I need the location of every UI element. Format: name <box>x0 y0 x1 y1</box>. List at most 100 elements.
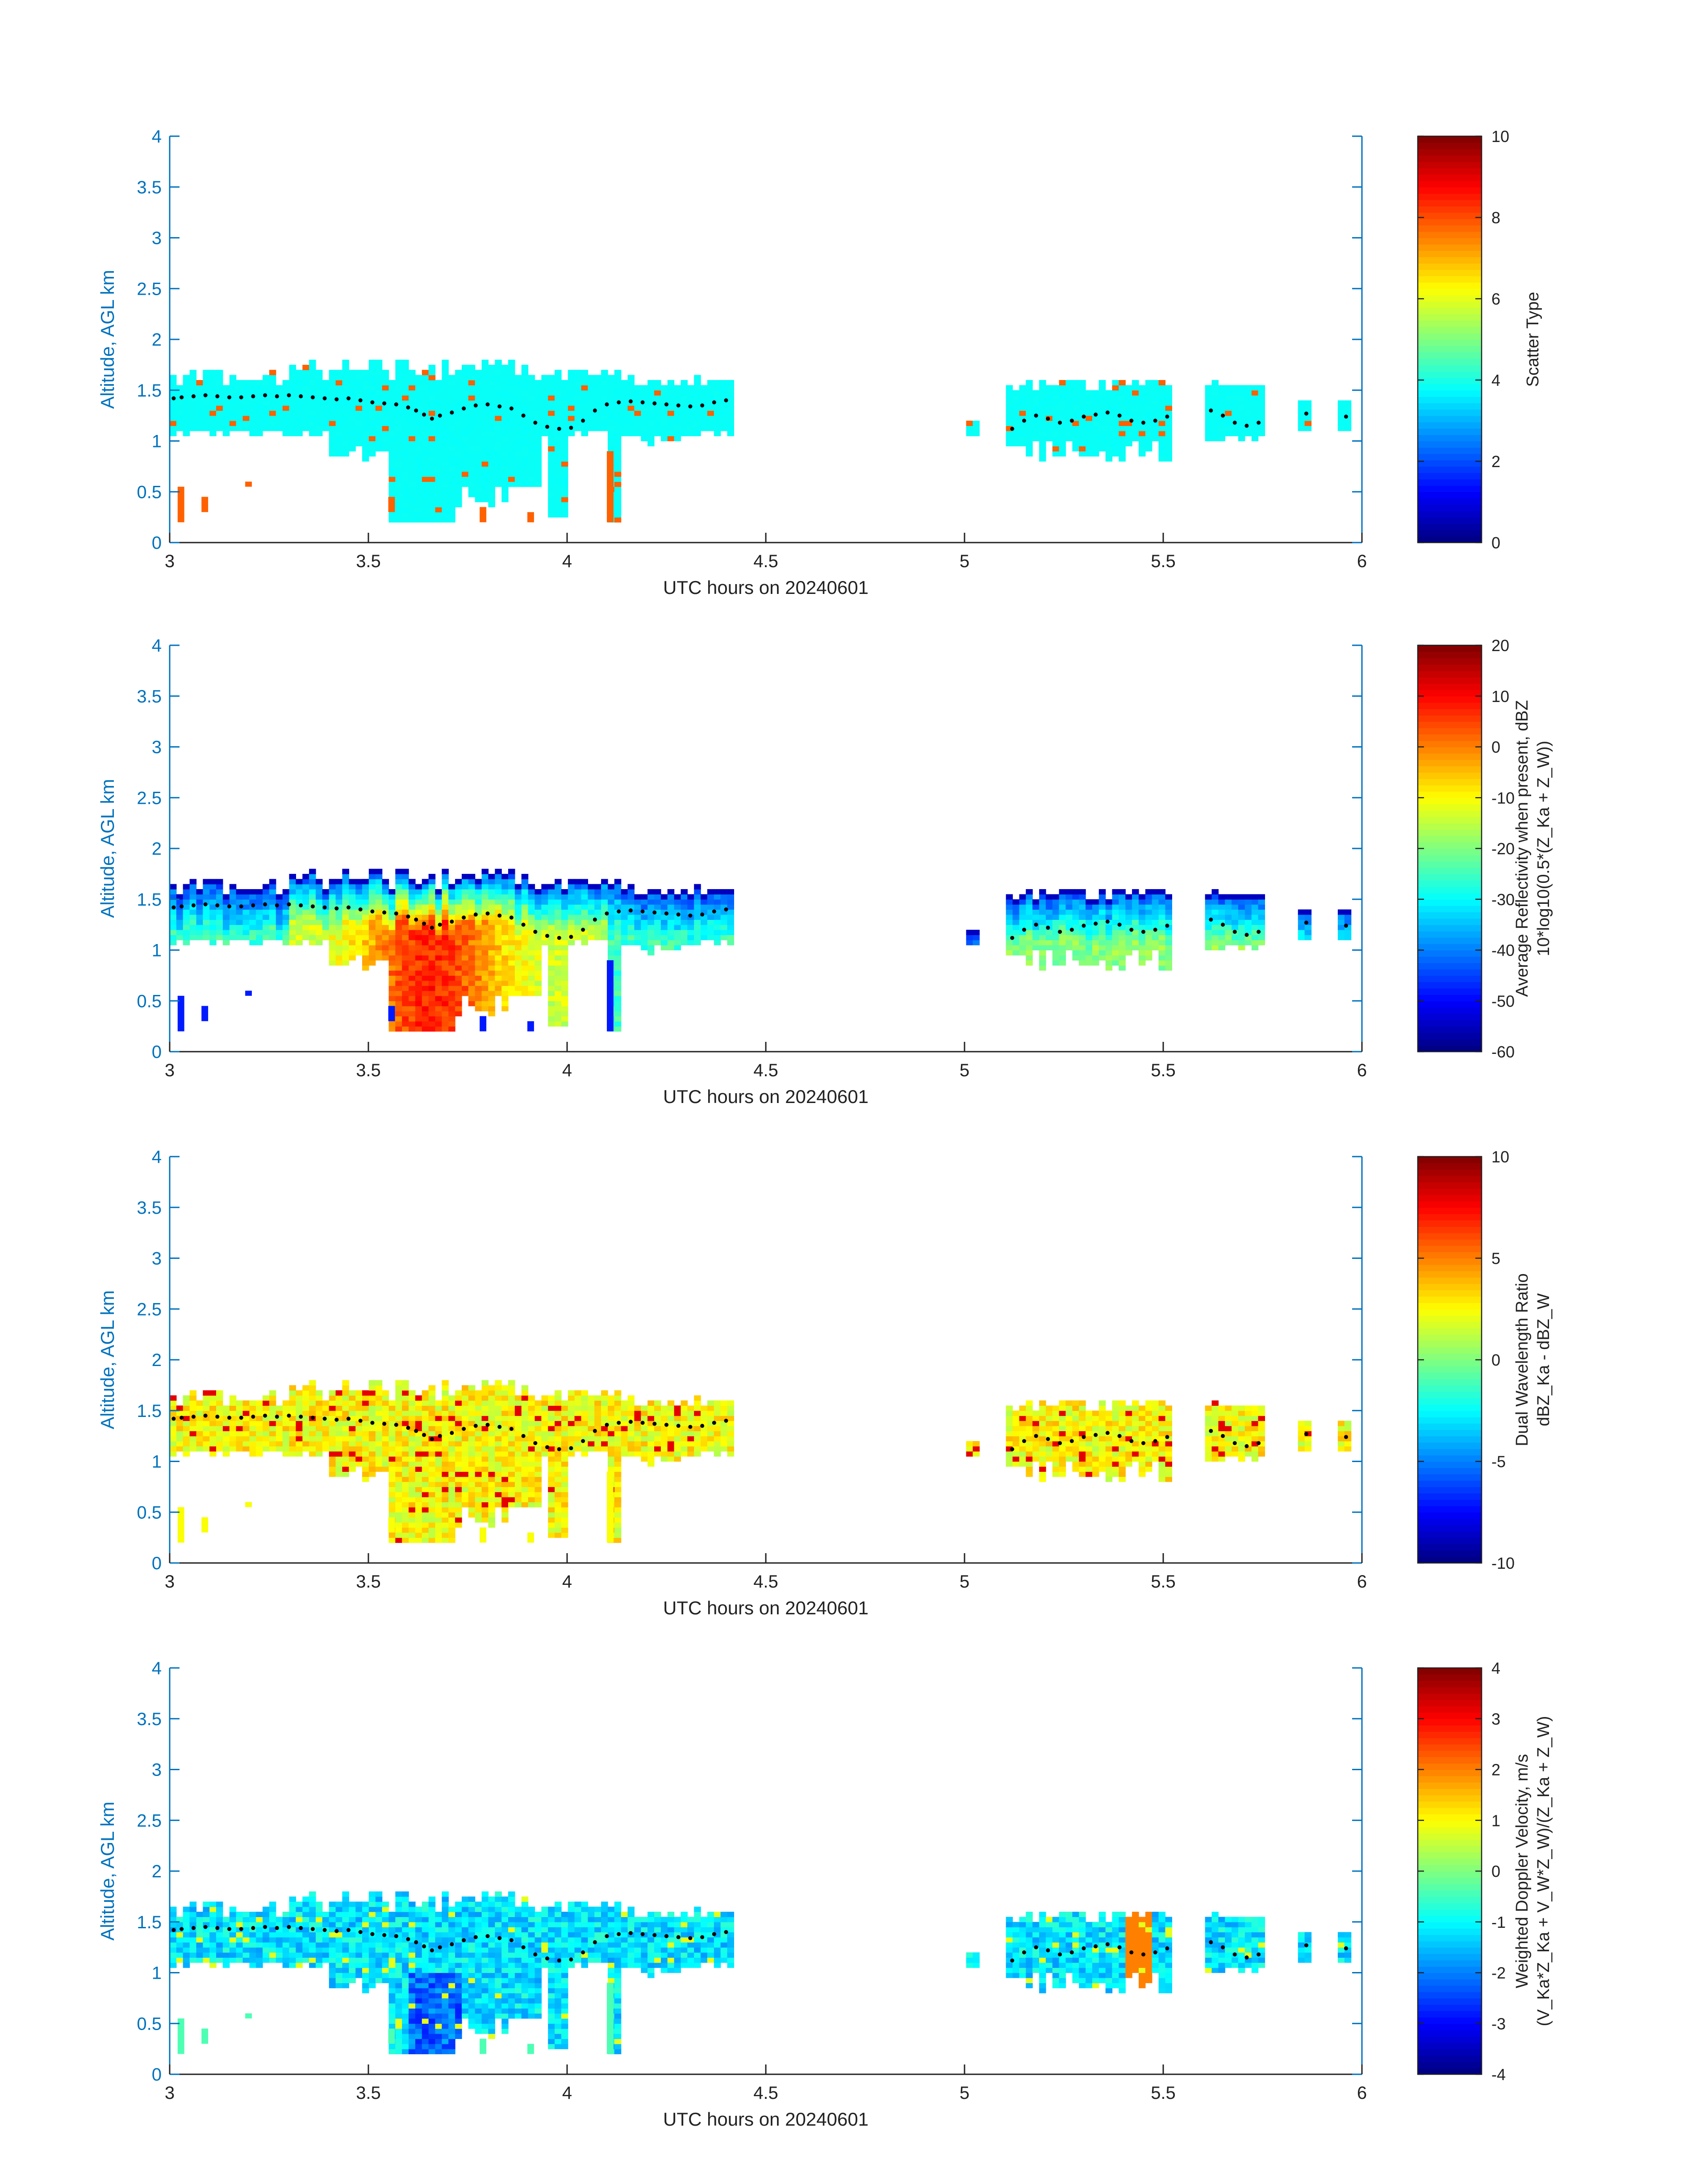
heatmap-cell <box>488 955 495 961</box>
heatmap-cell <box>189 1405 197 1411</box>
heatmap-cell <box>435 1441 442 1446</box>
heatmap-cell <box>521 889 529 894</box>
heatmap-cell <box>1045 426 1053 431</box>
heatmap-cell <box>501 950 509 956</box>
heatmap-cell <box>641 940 648 945</box>
heatmap-cell <box>1006 385 1013 391</box>
heatmap-cell <box>289 1436 296 1442</box>
heatmap-cell <box>514 436 522 442</box>
heatmap-cell <box>422 904 429 910</box>
heatmap-cell <box>368 1410 376 1416</box>
heatmap-cell <box>402 395 409 401</box>
heatmap-cell <box>342 899 349 905</box>
heatmap-cell <box>1052 410 1060 416</box>
heatmap-cell <box>183 1395 190 1401</box>
heatmap-cell <box>475 380 482 385</box>
heatmap-cell <box>322 410 330 416</box>
heatmap-cell <box>170 390 177 396</box>
heatmap-cell <box>1232 385 1239 391</box>
heatmap-cell <box>216 924 223 930</box>
heatmap-cell <box>203 909 210 915</box>
heatmap-cell <box>1032 430 1040 436</box>
heatmap-cell <box>422 1538 429 1543</box>
cloud-top-dot <box>1221 414 1225 418</box>
heatmap-cell <box>382 889 389 894</box>
heatmap-cell <box>422 481 429 487</box>
heatmap-cell <box>302 385 309 391</box>
heatmap-cell <box>475 415 482 421</box>
heatmap-cell <box>548 970 555 976</box>
heatmap-cell <box>329 914 336 920</box>
heatmap-cell <box>608 375 615 380</box>
heatmap-cell <box>1039 415 1046 421</box>
heatmap-cell <box>289 914 296 920</box>
heatmap-cell <box>627 385 635 391</box>
heatmap-cell <box>362 390 369 396</box>
heatmap-cell <box>388 421 396 426</box>
heatmap-cell <box>309 1395 316 1401</box>
heatmap-cell <box>1238 894 1245 900</box>
heatmap-cell <box>1165 894 1172 900</box>
heatmap-cell <box>654 390 661 396</box>
heatmap-cell <box>521 451 529 457</box>
heatmap-cell <box>555 904 562 910</box>
heatmap-cell <box>468 476 476 482</box>
heatmap-cell <box>216 909 223 915</box>
heatmap-cell <box>1019 390 1026 396</box>
heatmap-cell <box>355 430 363 436</box>
heatmap-cell <box>415 492 422 497</box>
heatmap-cell <box>1026 390 1033 396</box>
heatmap-cell <box>402 1390 409 1396</box>
heatmap-cell <box>555 990 562 996</box>
heatmap-cell <box>388 924 396 930</box>
heatmap-cell <box>402 1538 409 1543</box>
heatmap-cell <box>1105 441 1113 447</box>
heatmap-cell <box>462 919 469 925</box>
heatmap-cell <box>528 375 535 380</box>
colorbar-segment <box>1418 772 1482 779</box>
heatmap-cell <box>422 894 429 900</box>
x-tick-label: 4 <box>562 1061 572 1080</box>
heatmap-cell <box>375 869 383 874</box>
heatmap-cell <box>196 894 203 900</box>
heatmap-cell <box>548 986 555 991</box>
heatmap-cell <box>1059 446 1066 451</box>
heatmap-cell <box>335 370 343 376</box>
cloud-top-dot <box>299 903 303 907</box>
heatmap-cell <box>375 935 383 940</box>
heatmap-cell <box>170 1400 177 1406</box>
heatmap-cell <box>548 955 555 961</box>
heatmap-cell <box>329 426 336 431</box>
heatmap-cell <box>402 965 409 971</box>
colorbar-segment <box>1418 702 1482 709</box>
heatmap-cell <box>535 986 542 991</box>
heatmap-cell <box>468 466 476 472</box>
colorbar-tick-label: 0 <box>1491 534 1500 552</box>
heatmap-cell <box>388 894 396 900</box>
heatmap-cell <box>422 889 429 894</box>
heatmap-cell <box>415 512 422 518</box>
heatmap-cell <box>289 1395 296 1401</box>
heatmap-cell <box>263 1395 270 1401</box>
heatmap-cell <box>395 1385 402 1391</box>
heatmap-cell <box>508 410 515 416</box>
heatmap-cell <box>342 451 349 457</box>
heatmap-cell <box>1211 889 1219 894</box>
heatmap-cell <box>1065 919 1073 925</box>
heatmap-cell <box>176 1441 184 1446</box>
heatmap-cell <box>362 395 369 401</box>
heatmap-cell <box>322 1425 330 1431</box>
heatmap-cell <box>329 889 336 894</box>
heatmap-cell <box>402 1512 409 1518</box>
heatmap-cell <box>521 894 529 900</box>
heatmap-cell <box>395 492 402 497</box>
heatmap-cell <box>388 476 396 482</box>
heatmap-cell <box>409 430 416 436</box>
heatmap-cell <box>634 400 641 406</box>
heatmap-cell <box>614 990 622 996</box>
heatmap-cell <box>528 975 535 981</box>
heatmap-cell <box>196 1421 203 1426</box>
heatmap-cell <box>415 502 422 507</box>
heatmap-cell <box>488 502 495 507</box>
heatmap-cell <box>614 1001 622 1007</box>
